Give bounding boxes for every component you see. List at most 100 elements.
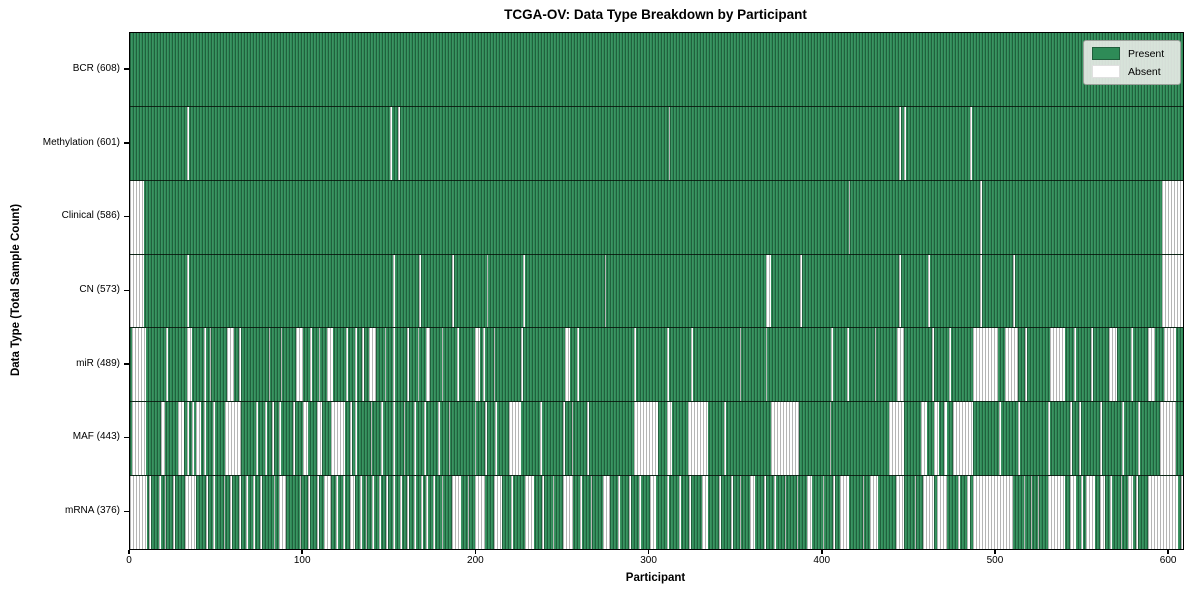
absent-stripe — [292, 402, 295, 476]
absent-stripe — [944, 402, 948, 476]
absent-stripe — [1122, 402, 1125, 476]
absent-stripe — [393, 328, 395, 402]
absent-stripe — [452, 254, 454, 328]
absent-stripe — [433, 476, 435, 550]
absent-stripe — [633, 402, 659, 476]
absent-stripe — [417, 328, 420, 402]
absent-stripe — [1080, 476, 1083, 550]
absent-stripe — [618, 476, 621, 550]
absent-stripe — [833, 476, 835, 550]
absent-stripe — [272, 402, 274, 476]
absent-stripe — [765, 328, 768, 402]
absent-stripe — [511, 476, 513, 550]
absent-stripe — [393, 254, 395, 328]
absent-stripe — [448, 402, 451, 476]
absent-stripe — [166, 328, 169, 402]
absent-stripe — [327, 328, 333, 402]
absent-stripe — [149, 476, 151, 550]
absent-stripe — [230, 476, 233, 550]
absent-stripe — [869, 476, 879, 550]
legend: Present Absent — [1083, 40, 1181, 85]
absent-stripe — [1148, 328, 1156, 402]
absent-stripe — [687, 402, 709, 476]
absent-stripe — [897, 328, 905, 402]
absent-swatch-icon — [1092, 65, 1120, 78]
absent-stripe — [523, 254, 525, 328]
absent-stripe — [1073, 328, 1076, 402]
absent-stripe — [495, 402, 498, 476]
absent-stripe — [252, 476, 255, 550]
absent-stripe — [730, 476, 733, 550]
absent-stripe — [1131, 328, 1133, 402]
absent-stripe — [509, 402, 522, 476]
absent-stripe — [346, 328, 349, 402]
absent-stripe — [268, 328, 271, 402]
absent-stripe — [343, 476, 345, 550]
absent-stripe — [403, 402, 406, 476]
y-tick-label-MAF: MAF (443) — [72, 431, 120, 443]
absent-stripe — [1137, 402, 1140, 476]
x-tick-label-600: 600 — [1159, 555, 1177, 566]
absent-stripe — [580, 476, 583, 550]
absent-stripe — [1148, 476, 1178, 550]
heatmap-row-Methylation — [130, 106, 1183, 181]
absent-stripe — [369, 328, 376, 402]
absent-stripe — [807, 476, 813, 550]
absent-stripe — [414, 402, 416, 476]
absent-stripe — [639, 476, 641, 550]
absent-stripe — [928, 254, 931, 328]
absent-stripe — [204, 402, 207, 476]
absent-stripe — [895, 476, 905, 550]
plot-area: Present Absent — [129, 32, 1184, 550]
absent-stripe — [1004, 328, 1019, 402]
absent-stripe — [493, 328, 496, 402]
x-tick-label-100: 100 — [293, 555, 311, 566]
absent-stripe — [398, 106, 401, 180]
absent-stripe — [474, 476, 486, 550]
absent-stripe — [349, 476, 356, 550]
absent-stripe — [317, 476, 319, 550]
absent-stripe — [299, 476, 302, 550]
heatmap-row-CN — [130, 254, 1183, 329]
absent-stripe — [164, 476, 167, 550]
absent-stripe — [310, 328, 312, 402]
heatmap-row-BCR — [130, 33, 1183, 107]
absent-stripe — [131, 402, 146, 476]
absent-stripe — [1162, 180, 1183, 254]
legend-label-absent: Absent — [1128, 65, 1161, 78]
x-tick-mark — [128, 549, 130, 554]
absent-stripe — [949, 328, 951, 402]
heatmap-row-mRNA — [130, 476, 1183, 550]
absent-stripe — [564, 328, 570, 402]
absent-stripe — [438, 402, 440, 476]
absent-stripe — [628, 476, 631, 550]
y-tick-label-mRNA: mRNA (376) — [64, 505, 120, 517]
y-tick-mark — [124, 363, 129, 365]
absent-stripe — [542, 476, 544, 550]
absent-stripe — [273, 476, 276, 550]
absent-stripe — [192, 402, 195, 476]
absent-stripe — [1163, 328, 1177, 402]
absent-stripe — [937, 476, 948, 550]
absent-stripe — [1037, 476, 1040, 550]
absent-stripe — [362, 328, 364, 402]
absent-stripe — [187, 106, 189, 180]
absent-stripe — [1023, 476, 1026, 550]
absent-stripe — [796, 476, 799, 550]
y-tick-label-miR: miR (489) — [76, 357, 120, 369]
absent-stripe — [848, 180, 851, 254]
absent-stripe — [840, 476, 849, 550]
absent-stripe — [562, 476, 574, 550]
absent-stripe — [874, 328, 877, 402]
absent-stripe — [923, 476, 934, 550]
absent-stripe — [847, 328, 849, 402]
heatmap-row-Clinical — [130, 180, 1183, 255]
absent-stripe — [225, 402, 241, 476]
absent-stripe — [1079, 402, 1081, 476]
heatmap-rows — [130, 33, 1183, 550]
absent-stripe — [999, 402, 1002, 476]
absent-stripe — [400, 476, 402, 550]
absent-stripe — [349, 402, 352, 476]
absent-stripe — [1162, 254, 1183, 328]
x-tick-mark — [821, 549, 823, 554]
